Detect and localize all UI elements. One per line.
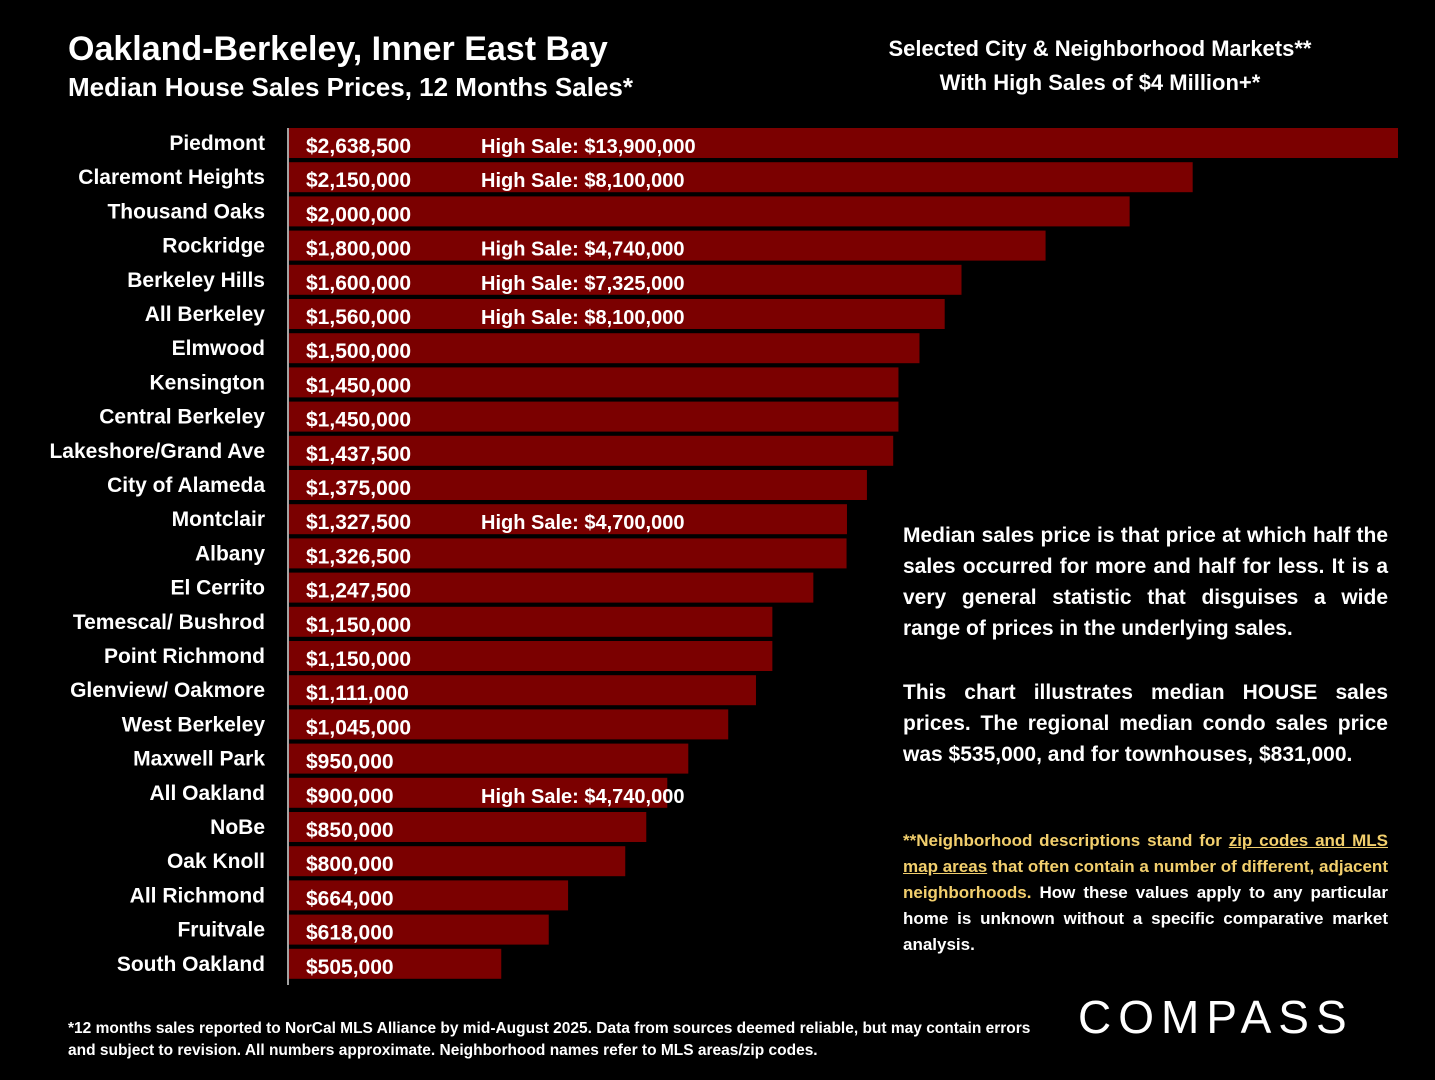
value-label: $2,638,500 xyxy=(306,135,411,158)
disclaimer-gold-text: **Neighborhood descriptions stand for xyxy=(903,831,1229,850)
value-label: $1,450,000 xyxy=(306,409,411,432)
bar xyxy=(289,709,729,740)
value-label: $800,000 xyxy=(306,853,394,876)
bar xyxy=(289,264,962,295)
category-label: All Berkeley xyxy=(145,303,266,326)
value-label: $1,150,000 xyxy=(306,614,411,637)
category-label: Point Richmond xyxy=(104,645,265,668)
value-label: $1,560,000 xyxy=(306,306,411,329)
high-sale-label: High Sale: $13,900,000 xyxy=(481,136,696,158)
value-label: $950,000 xyxy=(306,751,394,774)
chart-title: Oakland-Berkeley, Inner East Bay xyxy=(68,30,608,68)
category-label: Berkeley Hills xyxy=(127,269,265,292)
category-label: Fruitvale xyxy=(177,919,265,942)
category-label: All Richmond xyxy=(130,884,265,907)
category-label: All Oakland xyxy=(149,782,265,805)
value-label: $1,450,000 xyxy=(306,374,411,397)
category-label: Kensington xyxy=(150,371,266,394)
value-label: $1,600,000 xyxy=(306,272,411,295)
zip-codes-link[interactable]: zip codes and MLS map areas xyxy=(903,831,1388,876)
value-label: $900,000 xyxy=(306,785,394,808)
value-label: $1,327,500 xyxy=(306,511,411,534)
bar xyxy=(289,572,814,603)
bar xyxy=(289,196,1130,227)
value-label: $1,800,000 xyxy=(306,238,411,261)
value-label: $1,375,000 xyxy=(306,477,411,500)
high-sale-label: High Sale: $4,700,000 xyxy=(481,512,684,534)
value-label: $1,500,000 xyxy=(306,340,411,363)
bar xyxy=(289,333,920,364)
category-label: Lakeshore/Grand Ave xyxy=(49,440,265,463)
bar xyxy=(289,230,1046,261)
category-label: Thousand Oaks xyxy=(107,200,265,223)
footnote: *12 months sales reported to NorCal MLS … xyxy=(68,1020,1031,1059)
category-label: West Berkeley xyxy=(122,713,266,736)
value-label: $1,437,500 xyxy=(306,443,411,466)
category-label: Albany xyxy=(195,542,265,565)
value-label: $618,000 xyxy=(306,922,394,945)
chart-subtitle: Median House Sales Prices, 12 Months Sal… xyxy=(68,72,634,102)
high-sale-label: High Sale: $8,100,000 xyxy=(481,170,684,192)
high-sale-label: High Sale: $4,740,000 xyxy=(481,786,684,808)
value-label: $850,000 xyxy=(306,819,394,842)
category-label: Central Berkeley xyxy=(99,406,265,429)
right-heading-line1: Selected City & Neighborhood Markets** xyxy=(888,36,1312,61)
high-sale-label: High Sale: $8,100,000 xyxy=(481,307,684,329)
category-label: Temescal/ Bushrod xyxy=(73,611,265,634)
disclaimer-gold-text-2: that often contain a number of different… xyxy=(903,857,1388,902)
value-label: $1,247,500 xyxy=(306,580,411,603)
bar xyxy=(289,846,626,877)
disclaimer-white-text: How these values apply to any particular… xyxy=(903,883,1388,954)
bar xyxy=(289,162,1193,193)
bar xyxy=(289,470,867,500)
bar xyxy=(289,435,894,466)
compass-logo: COMPASS xyxy=(1078,991,1354,1043)
category-label: Oak Knoll xyxy=(167,850,265,873)
right-heading-line2: With High Sales of $4 Million+* xyxy=(939,70,1261,95)
category-label: South Oakland xyxy=(117,953,265,976)
category-label: Glenview/ Oakmore xyxy=(70,679,265,702)
bar-chart: Piedmont $2,638,500 High Sale: $13,900,000… xyxy=(49,128,1398,985)
bar xyxy=(289,880,569,911)
bar xyxy=(289,504,847,535)
bar xyxy=(289,401,899,432)
bar xyxy=(289,641,773,671)
value-label: $1,326,500 xyxy=(306,545,411,568)
bar xyxy=(289,777,668,808)
bar xyxy=(289,812,647,842)
category-label: Maxwell Park xyxy=(133,748,265,771)
value-label: $1,111,000 xyxy=(306,682,409,705)
category-label: Claremont Heights xyxy=(78,166,265,189)
value-label: $1,045,000 xyxy=(306,716,411,739)
bar xyxy=(289,914,549,945)
category-label: Rockridge xyxy=(162,235,265,258)
bar xyxy=(289,299,945,329)
high-sale-label: High Sale: $4,740,000 xyxy=(481,239,684,261)
category-label: El Cerrito xyxy=(170,577,265,600)
category-label: Montclair xyxy=(172,508,265,531)
value-label: $2,150,000 xyxy=(306,169,411,192)
bar xyxy=(289,538,847,569)
category-label: City of Alameda xyxy=(107,474,265,497)
bar xyxy=(289,128,1398,158)
value-label: $1,150,000 xyxy=(306,648,411,671)
bar xyxy=(289,606,773,637)
value-label: $505,000 xyxy=(306,956,394,979)
value-label: $2,000,000 xyxy=(306,203,411,226)
bar xyxy=(289,948,502,979)
category-label: Piedmont xyxy=(169,132,265,155)
bar xyxy=(289,367,899,398)
neighborhood-disclaimer-note: **Neighborhood descriptions stand for zi… xyxy=(903,828,1388,958)
house-prices-note: This chart illustrates median HOUSE sale… xyxy=(903,681,1388,766)
value-label: $664,000 xyxy=(306,887,394,910)
median-explanation-note: Median sales price is that price at whic… xyxy=(903,524,1388,640)
category-label: NoBe xyxy=(210,816,265,839)
bar xyxy=(289,743,689,774)
high-sale-label: High Sale: $7,325,000 xyxy=(481,273,684,295)
category-label: Elmwood xyxy=(172,337,265,360)
bar xyxy=(289,675,756,706)
